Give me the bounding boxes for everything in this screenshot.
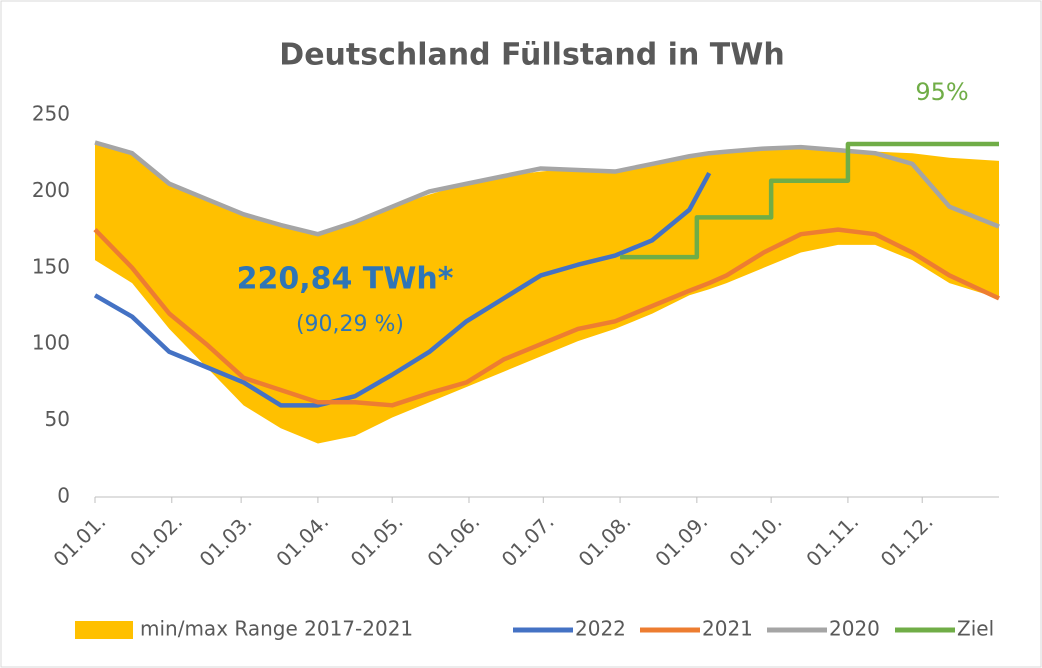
legend-label: min/max Range 2017-2021 [140, 617, 413, 641]
line-series [93, 171, 712, 408]
y-tick-label: 150 [32, 254, 70, 278]
legend-label: 2021 [702, 617, 753, 641]
legend-swatch [75, 621, 133, 639]
y-tick-label: 200 [32, 178, 70, 202]
y-tick-label: 250 [32, 102, 70, 126]
annotation: 95% [915, 78, 968, 106]
annotation: 220,84 TWh* [237, 262, 454, 297]
line-series [94, 140, 1000, 237]
legend-label: Ziel [957, 617, 994, 641]
line-series [93, 227, 1000, 408]
annotation: (90,29 %) [296, 312, 404, 337]
y-tick-label: 0 [57, 484, 70, 508]
y-tick-label: 100 [32, 331, 70, 355]
chart-title: Deutschland Füllstand in TWh [279, 38, 784, 73]
y-tick-label: 50 [45, 407, 70, 431]
legend-label: 2022 [575, 617, 626, 641]
legend-label: 2020 [829, 617, 880, 641]
line-series [620, 141, 999, 260]
